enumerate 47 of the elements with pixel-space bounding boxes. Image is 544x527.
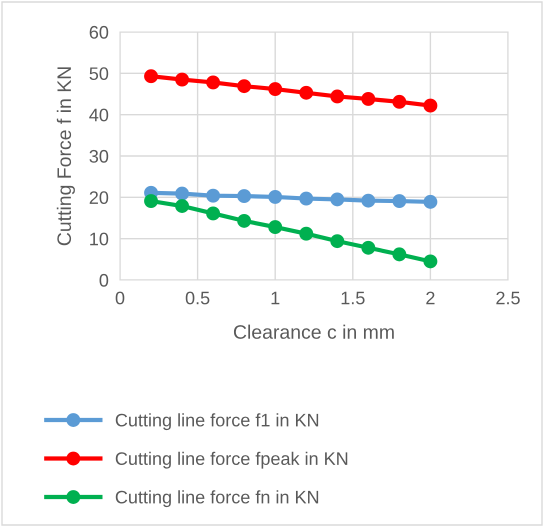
point — [330, 234, 344, 248]
point — [175, 186, 190, 201]
legend-label: Cutting line force fn in KN — [116, 490, 318, 508]
point — [361, 194, 376, 208]
y-tick-label: 40 — [89, 108, 108, 122]
point — [361, 240, 376, 255]
x-tick-label: 2 — [426, 292, 435, 304]
point — [237, 189, 252, 204]
point — [392, 247, 406, 262]
point — [268, 82, 282, 96]
x-tick-label: 1.5 — [342, 292, 365, 304]
y-axis-title: Cutting Force f in KN — [56, 67, 75, 246]
x-tick-label: 1 — [272, 292, 280, 304]
point — [144, 69, 158, 84]
legend-label: Cutting line force f1 in KN — [116, 413, 318, 430]
point — [206, 188, 220, 203]
y-tick-label: 20 — [90, 191, 108, 204]
point — [330, 192, 344, 206]
point — [299, 226, 314, 241]
point — [268, 190, 282, 204]
point — [144, 194, 158, 208]
y-tick-label: 10 — [90, 232, 108, 246]
legend-label: Cutting line force fpeak in KN — [116, 452, 348, 469]
point — [175, 72, 190, 86]
point — [330, 90, 344, 104]
point — [237, 79, 252, 94]
x-tick-label: 2.5 — [496, 292, 520, 304]
point — [206, 206, 220, 220]
y-tick-label: 60 — [90, 26, 108, 39]
point — [175, 199, 190, 213]
point — [423, 98, 438, 113]
point — [237, 214, 252, 228]
y-tick-label: 30 — [89, 150, 108, 163]
point — [392, 94, 406, 109]
point — [423, 254, 438, 268]
y-tick-label: 50 — [90, 67, 108, 80]
x-tick-label: 0.5 — [186, 292, 210, 304]
y-tick-label: 0 — [100, 274, 108, 287]
point — [392, 194, 406, 208]
point — [206, 75, 220, 90]
x-tick-label: 0 — [116, 292, 124, 304]
x-axis-title: Clearance c in mm — [234, 324, 394, 339]
point — [299, 86, 314, 100]
point — [299, 192, 314, 206]
point — [268, 220, 282, 234]
point — [361, 92, 376, 106]
point — [423, 194, 438, 209]
